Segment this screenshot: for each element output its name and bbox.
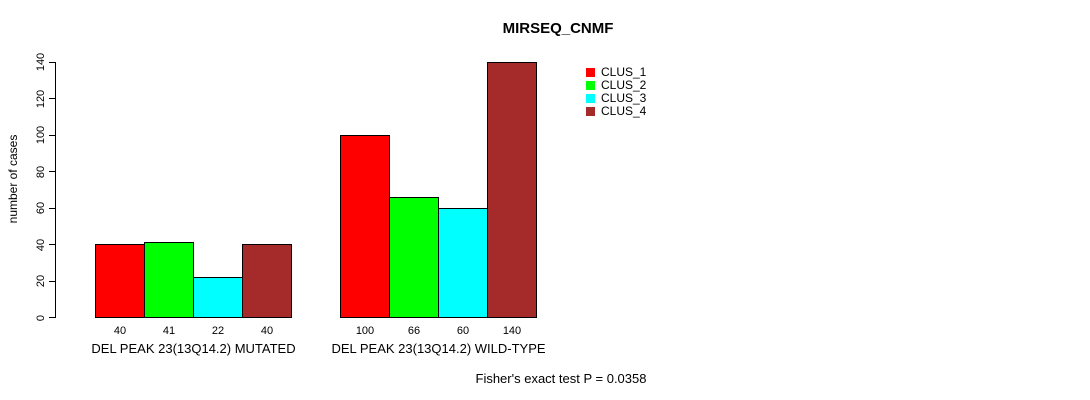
y-tick-label: 0	[35, 314, 47, 321]
y-axis-tick	[49, 61, 55, 63]
legend-label: CLUS_1	[601, 65, 647, 79]
legend-label: CLUS_2	[601, 78, 647, 92]
y-axis-tick	[49, 171, 55, 173]
bar-value-label: 140	[502, 325, 522, 337]
bar-clus_2-mutated	[144, 242, 194, 319]
legend-color-swatch	[586, 94, 595, 103]
legend: CLUS_1 CLUS_2 CLUS_3 CLUS_4	[586, 66, 646, 118]
bar-value-label: 40	[113, 325, 127, 337]
legend-item-clus_1: CLUS_1	[586, 66, 646, 79]
legend-color-swatch	[586, 81, 595, 90]
bar-clus_3-mutated	[193, 277, 243, 319]
y-axis-tick	[49, 134, 55, 136]
y-axis-tick	[49, 317, 55, 319]
legend-item-clus_3: CLUS_3	[586, 92, 646, 105]
y-tick-label: 80	[35, 165, 47, 178]
legend-label: CLUS_4	[601, 104, 647, 118]
y-axis-tick	[49, 98, 55, 100]
x-group-label: DEL PEAK 23(13Q14.2) WILD-TYPE	[331, 341, 546, 356]
y-axis-line	[55, 61, 56, 319]
y-tick-label: 60	[35, 202, 47, 215]
y-axis-label: number of cases	[6, 134, 20, 224]
bar-value-label: 22	[211, 325, 225, 337]
x-group-label: DEL PEAK 23(13Q14.2) MUTATED	[91, 341, 296, 356]
bar-clus_4-mutated	[242, 244, 292, 319]
y-tick-label: 20	[35, 275, 47, 288]
bar-value-label: 41	[162, 325, 176, 337]
bar-clus_2-wild-type	[389, 196, 439, 319]
bar-value-label: 60	[456, 325, 470, 337]
bar-clus_4-wild-type	[487, 61, 537, 319]
y-tick-label: 100	[35, 125, 47, 145]
bar-value-label: 100	[355, 325, 375, 337]
y-axis-tick	[49, 280, 55, 282]
bar-clus_1-wild-type	[340, 134, 390, 319]
bar-clus_3-wild-type	[438, 207, 488, 319]
y-tick-label: 40	[35, 238, 47, 251]
annotation-text: Fisher's exact test P = 0.0358	[475, 371, 647, 386]
legend-item-clus_4: CLUS_4	[586, 105, 646, 118]
y-tick-label: 140	[35, 52, 47, 72]
bar-value-label: 66	[407, 325, 421, 337]
legend-color-swatch	[586, 68, 595, 77]
legend-label: CLUS_3	[601, 91, 647, 105]
y-axis-tick	[49, 244, 55, 246]
bar-value-label: 40	[260, 325, 274, 337]
bar-clus_1-mutated	[95, 244, 145, 319]
y-tick-label: 120	[35, 89, 47, 108]
legend-color-swatch	[586, 107, 595, 116]
legend-item-clus_2: CLUS_2	[586, 79, 646, 92]
chart-title: MIRSEQ_CNMF	[502, 20, 614, 37]
y-axis-tick	[49, 207, 55, 209]
